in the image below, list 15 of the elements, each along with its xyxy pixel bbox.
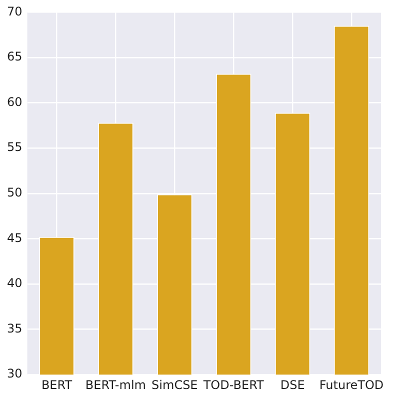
y-tick-label: 60: [6, 94, 22, 109]
x-tick-label: TOD-BERT: [202, 378, 265, 392]
x-tick-label: BERT: [41, 378, 73, 392]
y-tick-label: 50: [6, 186, 22, 200]
y-tick-label: 45: [6, 230, 22, 245]
y-tick-label: 30: [6, 366, 22, 381]
x-tick-label: FutureTOD: [319, 378, 384, 392]
y-tick-label: 65: [6, 50, 22, 64]
x-tick-label: DSE: [280, 378, 305, 392]
x-tick-label: SimCSE: [152, 378, 198, 392]
y-tick-label: 55: [6, 140, 22, 154]
y-tick-label: 40: [6, 276, 22, 290]
y-tick-label: 35: [6, 321, 22, 336]
y-tick-label: 70: [6, 4, 22, 18]
x-tick-label: BERT-mlm: [85, 378, 146, 392]
